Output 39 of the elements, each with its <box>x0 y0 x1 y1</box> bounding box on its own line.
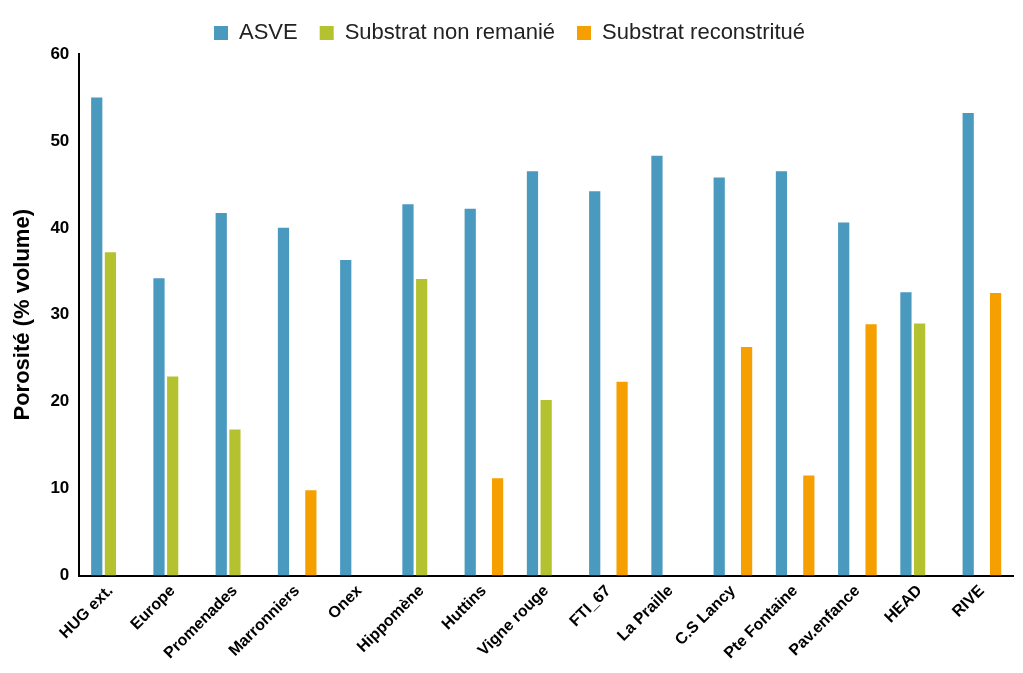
bar <box>91 97 103 576</box>
bar <box>416 279 428 576</box>
y-axis-title: Porosité (% volume) <box>9 209 35 421</box>
bar <box>540 399 552 576</box>
bar <box>962 113 974 576</box>
legend-label: Substrat reconstritué <box>602 19 806 45</box>
bar <box>865 324 877 576</box>
bar <box>340 260 352 576</box>
bar <box>215 213 227 576</box>
bar <box>305 490 317 576</box>
bar <box>713 177 725 576</box>
y-tick-label: 10 <box>50 478 70 498</box>
bar <box>464 208 476 576</box>
legend-label: Substrat non remanié <box>344 19 556 45</box>
bar <box>651 155 663 576</box>
bar <box>229 429 241 576</box>
bar <box>900 292 912 576</box>
bar <box>803 475 815 576</box>
bar <box>277 227 290 576</box>
bar <box>167 376 179 576</box>
bar <box>104 252 117 576</box>
bar <box>740 346 753 576</box>
y-tick-label: 0 <box>59 565 70 585</box>
y-tick-label: 40 <box>50 217 70 237</box>
legend-label: ASVE <box>238 19 298 45</box>
y-tick-label: 20 <box>50 391 70 411</box>
bar <box>491 478 504 576</box>
bar <box>838 222 850 576</box>
y-tick-label: 50 <box>50 130 70 150</box>
bar <box>526 171 539 576</box>
y-tick-label: 30 <box>50 304 70 324</box>
bar <box>153 278 165 576</box>
bar <box>589 191 601 576</box>
bar <box>914 323 926 576</box>
bar <box>616 381 628 576</box>
bar <box>989 293 1002 576</box>
bar <box>775 171 788 576</box>
y-tick-label: 60 <box>50 43 70 63</box>
bar <box>402 204 414 576</box>
